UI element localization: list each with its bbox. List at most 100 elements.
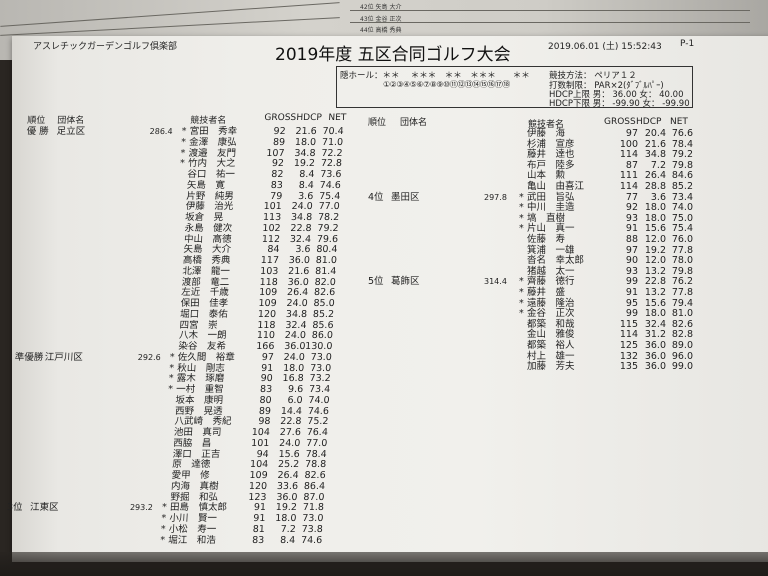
result-row: 5位 葛飾区 314.4 * 齊藤 徳行 99 22.8 76.2: [0, 276, 768, 287]
net-score: 99.0: [671, 361, 693, 373]
net-score: 76.6: [671, 128, 693, 139]
result-row: 箕浦 一雄 97 19.2 77.8: [0, 245, 768, 256]
net-score: 78.4: [671, 138, 693, 150]
gross-score: 87: [625, 159, 638, 171]
header-player: 競技者名: [528, 120, 565, 130]
team-name: 墨田区: [391, 191, 420, 203]
gross-score: 91: [625, 287, 638, 298]
hdcp-value: 21.6: [644, 138, 666, 150]
player-name: 齊藤 徳行: [527, 276, 575, 288]
hdcp-value: 31.2: [644, 329, 666, 341]
hdcp-upper-limit: HDCP上限 男： 36.00 女： 40.00: [549, 90, 684, 100]
hdcp-value: 28.8: [644, 181, 666, 192]
gross-score: 99: [625, 308, 638, 320]
hdcp-value: 13.2: [644, 265, 666, 277]
net-score: 84.6: [671, 170, 693, 182]
result-row: 亀山 由喜江 114 28.8 85.2: [0, 181, 768, 192]
gross-score: 135: [619, 361, 638, 373]
result-row: * 金谷 正次 99 18.0 81.0: [0, 308, 768, 319]
hdcp-value: 20.4: [644, 128, 666, 139]
hidden-holes: 隠ホール：＊＊ ＊＊＊ ＊＊ ＊＊＊ ＊＊: [340, 71, 530, 81]
counted-mark: *: [519, 202, 524, 214]
gross-score: 114: [619, 149, 638, 161]
competition-method: 競技方法： ペリア１２: [549, 71, 637, 81]
gross-score: 100: [619, 138, 638, 150]
hdcp-value: 32.4: [644, 318, 666, 330]
counted-mark: *: [519, 212, 524, 224]
header-net: NET: [670, 117, 688, 127]
competition-info-box: 隠ホール：＊＊ ＊＊＊ ＊＊ ＊＊＊ ＊＊ ①②③④⑤⑥⑦⑧⑨⑩⑪⑫⑬⑭⑮⑯⑰⑱…: [336, 66, 693, 109]
hdcp-value: 36.0: [644, 350, 666, 362]
result-row: 村上 雄一 132 36.0 96.0: [0, 351, 768, 362]
player-name: 沓名 幸太郎: [527, 255, 585, 267]
counted-mark: *: [519, 297, 524, 309]
gross-score: 88: [625, 234, 638, 245]
player-name: 都築 裕人: [527, 340, 575, 351]
gross-score: 97: [625, 128, 638, 139]
player-name: 遠藤 隆治: [527, 297, 575, 309]
counted-mark: *: [519, 223, 524, 235]
player-name: 杉浦 宣彦: [527, 138, 575, 150]
result-row: 加藤 芳夫 135 36.0 99.0: [0, 361, 768, 372]
player-name: 山本 勲: [527, 170, 566, 182]
result-row: 都築 裕人 125 36.0 89.0: [0, 340, 768, 351]
club-name: アスレチックガーデンゴルフ倶楽部: [33, 42, 178, 52]
divider: [350, 22, 750, 23]
gross-score: 90: [625, 255, 638, 267]
net-score: 81.0: [671, 308, 693, 320]
gross-score: 114: [619, 181, 638, 192]
gross-score: 132: [619, 350, 638, 362]
header-team: 団体名: [400, 118, 428, 128]
player-name: 藤井 達也: [527, 149, 575, 161]
net-score: 76.2: [671, 276, 693, 288]
result-row: 伊藤 海 97 20.4 76.6: [0, 128, 768, 139]
net-score: 85.2: [671, 181, 693, 192]
player-name: 布戸 陸多: [527, 159, 575, 171]
background-row: 43位 金谷 正次: [360, 16, 402, 23]
result-row: * 片山 真一 91 15.6 75.4: [0, 223, 768, 234]
team-name: 葛飾区: [391, 276, 420, 288]
player-name: 佐藤 寿: [527, 234, 566, 245]
counted-mark: *: [519, 308, 524, 320]
net-score: 79.8: [671, 265, 693, 277]
background-row: 42位 矢島 大介: [360, 4, 402, 11]
hdcp-value: 15.6: [644, 297, 666, 309]
player-name: 塙 直樹: [527, 212, 566, 224]
result-row: 佐藤 寿 88 12.0 76.0: [0, 234, 768, 245]
hdcp-value: 12.0: [644, 234, 666, 245]
table-surface: [0, 552, 768, 576]
net-score: 89.0: [671, 340, 693, 351]
divider: [350, 10, 750, 11]
net-score: 74.0: [671, 202, 693, 214]
net-score: 75.0: [671, 212, 693, 224]
net-score: 77.8: [671, 244, 693, 256]
stroke-limit: 打数制限： PAR×2(ﾀﾞﾌﾞﾙﾊﾟｰ): [549, 81, 664, 91]
net-score: 76.0: [671, 234, 693, 245]
page-title: 2019年度 五区合同ゴルフ大会: [275, 45, 511, 65]
net-score: 96.0: [671, 350, 693, 362]
gross-score: 93: [625, 265, 638, 277]
team-score: 314.4: [484, 277, 507, 287]
player-name: 都築 和哉: [527, 318, 575, 330]
hdcp-value: 22.8: [644, 276, 666, 288]
header-rank: 順位: [368, 118, 387, 128]
gross-score: 95: [625, 297, 638, 309]
player-name: 伊藤 海: [527, 128, 566, 139]
net-score: 77.8: [671, 287, 693, 298]
gross-score: 77: [625, 191, 638, 203]
result-row: 沓名 幸太郎 90 12.0 78.0: [0, 255, 768, 266]
hdcp-value: 19.2: [644, 244, 666, 256]
gross-score: 92: [625, 202, 638, 214]
result-row: * 中川 圭造 92 18.0 74.0: [0, 202, 768, 213]
net-score: 73.4: [671, 191, 693, 203]
player-name: 亀山 由喜江: [527, 181, 585, 192]
net-score: 78.0: [671, 255, 693, 267]
result-row: 山本 勲 111 26.4 84.6: [0, 170, 768, 181]
hdcp-value: 34.8: [644, 149, 666, 161]
result-row: 金山 雅俊 114 31.2 82.8: [0, 329, 768, 340]
counted-mark: *: [519, 287, 524, 298]
print-datetime: 2019.06.01 (土) 15:52:43: [548, 42, 662, 52]
counted-mark: *: [519, 191, 524, 203]
hdcp-value: 12.0: [644, 255, 666, 267]
header-gross: GROSS: [604, 117, 636, 127]
